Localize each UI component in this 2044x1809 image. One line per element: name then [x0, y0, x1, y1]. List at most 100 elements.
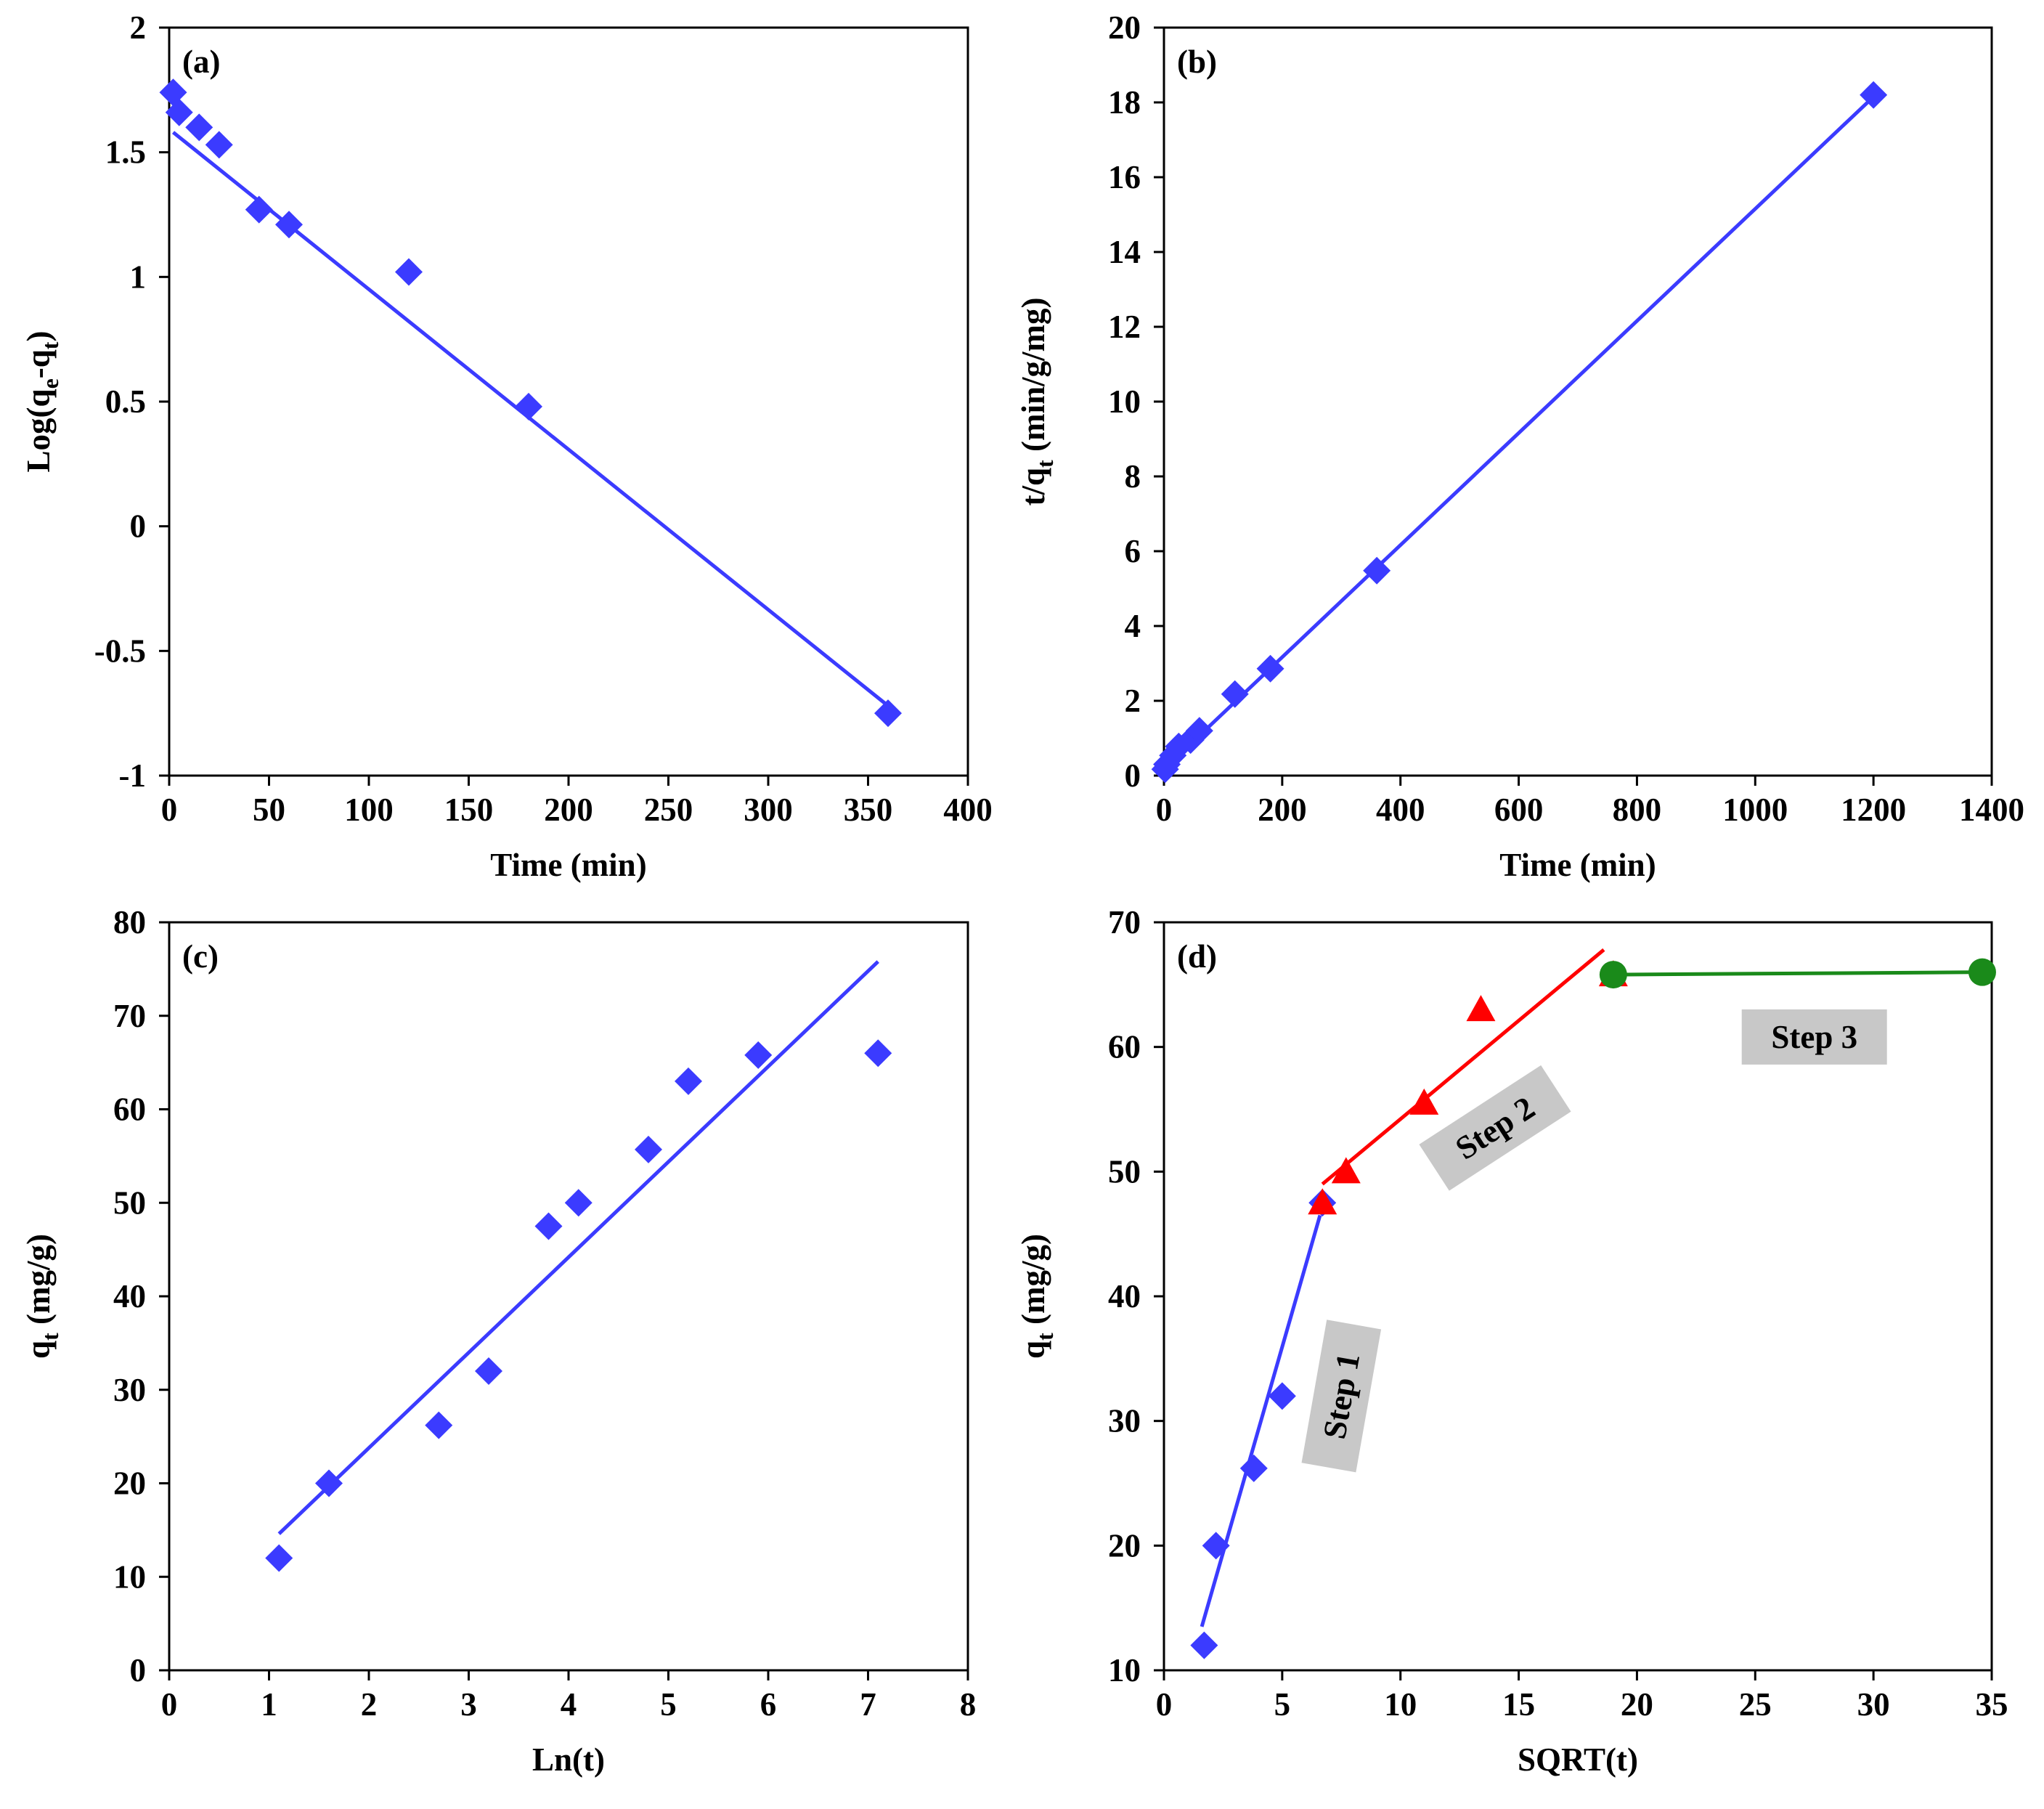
data-point	[744, 1041, 773, 1069]
data-point	[635, 1135, 662, 1163]
x-tick-label: 35	[1976, 1686, 2008, 1723]
x-tick-label: 1	[261, 1686, 277, 1723]
y-axis-label: qt (mg/g)	[20, 1234, 63, 1359]
data-point	[475, 1357, 502, 1385]
y-tick-label: 70	[113, 998, 146, 1034]
y-tick-label: 0	[130, 1652, 147, 1688]
data-point	[245, 195, 273, 224]
y-tick-label: 70	[1108, 904, 1141, 940]
x-tick-label: 400	[1376, 792, 1425, 828]
panel-label: (b)	[1177, 44, 1217, 80]
x-tick-label: 2	[361, 1686, 378, 1723]
y-tick-label: 12	[1108, 309, 1141, 345]
data-point	[1159, 741, 1187, 770]
data-point	[1331, 1157, 1361, 1184]
y-tick-label: 2	[1125, 683, 1141, 719]
x-tick-label: 7	[860, 1686, 876, 1723]
chart-panel-d: 0 5 10 15 20 25 30 35 10 20 30 40 50 60 70 SQRT(t) qt (m…	[1015, 904, 2008, 1778]
y-tick-label: 0.5	[105, 383, 146, 420]
data-point	[1466, 995, 1496, 1022]
fit-line	[1613, 970, 1982, 977]
data-point	[165, 98, 193, 126]
y-tick-label: 18	[1108, 84, 1141, 121]
data-point	[1363, 556, 1391, 585]
y-tick-label: 60	[1108, 1029, 1141, 1065]
step-box	[1419, 1065, 1571, 1191]
x-tick-label: 10	[1384, 1686, 1417, 1723]
x-tick-label: 4	[561, 1686, 577, 1723]
y-tick-label: 1.5	[105, 134, 146, 171]
data-point	[1268, 1382, 1296, 1410]
data-point	[1308, 1188, 1337, 1215]
panel-label: (a)	[182, 44, 220, 80]
y-axis-label: t/qt (min/g/mg)	[1015, 298, 1058, 506]
data-point	[315, 1469, 343, 1497]
x-axis-label: Time (min)	[490, 847, 646, 883]
x-tick-label: 0	[1156, 1686, 1173, 1723]
fit-line	[277, 960, 879, 1535]
x-tick-label: 0	[161, 1686, 178, 1723]
y-tick-label: 4	[1125, 608, 1141, 644]
x-tick-label: 1200	[1841, 792, 1906, 828]
x-tick-label: 250	[644, 792, 693, 828]
data-point	[1256, 654, 1284, 683]
y-tick-label: -0.5	[94, 633, 146, 669]
y-tick-label: 50	[1108, 1153, 1141, 1190]
data-point	[265, 1544, 293, 1572]
chart-panel-a: 0 50 100 150 200 250 300 350 400 -1 -0.5 0 0.5 1 1.5 2 T…	[20, 9, 993, 883]
x-tick-label: 200	[544, 792, 593, 828]
y-tick-label: 20	[1108, 9, 1141, 46]
y-tick-label: 10	[113, 1558, 146, 1595]
y-tick-label: 8	[1125, 458, 1141, 495]
fit-line	[1321, 948, 1605, 1186]
x-tick-label: 8	[960, 1686, 977, 1723]
x-tick-label: 150	[444, 792, 494, 828]
fit-line	[1200, 1214, 1322, 1627]
data-point	[1968, 958, 1996, 986]
y-tick-label: 40	[1108, 1278, 1141, 1314]
x-axis-label: Time (min)	[1499, 847, 1656, 883]
y-tick-label: 50	[113, 1184, 146, 1221]
x-tick-label: 5	[660, 1686, 677, 1723]
x-tick-label: 0	[161, 792, 178, 828]
data-point	[1599, 961, 1627, 989]
panel-label: (c)	[182, 938, 219, 975]
data-point	[1221, 680, 1249, 708]
step-box	[1301, 1320, 1382, 1473]
data-point	[1185, 717, 1213, 745]
y-axis-label: qt (mg/g)	[1015, 1234, 1058, 1359]
y-tick-label: 0	[130, 508, 147, 545]
x-tick-label: 25	[1739, 1686, 1772, 1723]
data-point	[1860, 81, 1888, 109]
step-label: Step 3	[1771, 1019, 1857, 1055]
x-tick-label: 300	[744, 792, 793, 828]
x-tick-label: 600	[1494, 792, 1544, 828]
x-tick-label: 30	[1857, 1686, 1890, 1723]
y-tick-label: 6	[1125, 533, 1141, 569]
y-tick-label: 80	[113, 904, 146, 940]
y-tick-label: 16	[1108, 159, 1141, 195]
x-tick-label: 350	[844, 792, 893, 828]
x-tick-label: 800	[1613, 792, 1662, 828]
data-point	[564, 1189, 593, 1217]
x-tick-label: 100	[344, 792, 394, 828]
x-tick-label: 6	[760, 1686, 777, 1723]
panel-label: (d)	[1177, 938, 1217, 975]
x-tick-label: 400	[943, 792, 993, 828]
x-tick-label: 0	[1156, 792, 1173, 828]
data-point	[864, 1039, 892, 1068]
x-tick-label: 1400	[1959, 792, 2024, 828]
y-tick-label: 40	[113, 1278, 146, 1314]
y-tick-label: 30	[1108, 1403, 1141, 1439]
y-tick-label: 20	[113, 1466, 146, 1502]
y-tick-label: 20	[1108, 1527, 1141, 1564]
x-tick-label: 50	[253, 792, 285, 828]
data-point	[874, 699, 902, 728]
data-point	[425, 1411, 453, 1439]
step-annotation: Step 3	[1741, 1009, 1887, 1065]
data-point	[515, 392, 542, 420]
data-point	[185, 113, 213, 142]
fit-line	[1163, 95, 1875, 770]
y-tick-label: 0	[1125, 757, 1141, 794]
